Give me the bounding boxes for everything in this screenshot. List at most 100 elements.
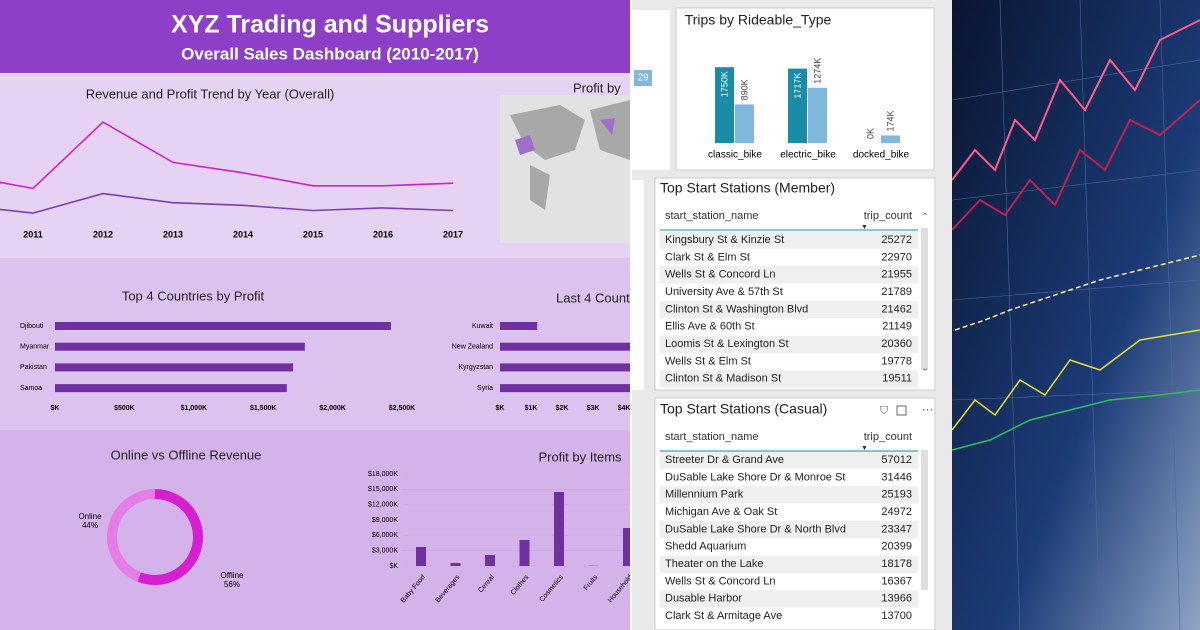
cell: 19778 (881, 355, 912, 367)
more-icon[interactable]: ⋯ (922, 404, 933, 416)
bar (450, 562, 461, 566)
photo-line (952, 389, 1200, 451)
y-tick-label: $6,000K (372, 532, 398, 539)
x-tick-label: $3K (587, 405, 600, 412)
chart-title: Last 4 Countries by Profit (556, 290, 702, 305)
bar (881, 135, 900, 143)
x-tick-label: 2012 (93, 229, 113, 239)
scrollbar[interactable] (921, 450, 928, 590)
x-tick-label: 2016 (373, 229, 393, 239)
slice-label: Online (78, 512, 102, 521)
cell: 20360 (881, 338, 912, 350)
cell: 21789 (881, 286, 912, 298)
chart-title: Revenue and Profit Trend by Year (Overal… (86, 86, 335, 101)
y-tick-label: $K (389, 563, 398, 570)
chart-title: Online vs Offline Revenue (111, 447, 262, 462)
cell: Loomis St & Lexington St (665, 338, 789, 350)
sort-arrow: ▼ (861, 445, 868, 452)
scroll-down[interactable]: ⌄ (921, 362, 929, 372)
cell: Kingsbury St & Kinzie St (665, 234, 784, 246)
bar (55, 342, 305, 351)
cell: Streeter Dr & Grand Ave (665, 454, 784, 466)
focus-icon[interactable] (896, 405, 907, 416)
cell: 18178 (881, 558, 912, 570)
data-label: 0K (865, 128, 875, 139)
y-tick-label: $15,000K (368, 486, 398, 493)
bar (735, 104, 754, 143)
x-tick-label: 2013 (163, 229, 183, 239)
row-stripe (660, 370, 918, 388)
x-tick-label: $500K (114, 405, 135, 412)
stock-photo (952, 0, 1200, 630)
chart-title: Trips by Rideable_Type (685, 12, 832, 28)
cell: Millennium Park (665, 489, 744, 501)
scrollbar[interactable] (921, 228, 928, 370)
sort-arrow: ▼ (861, 224, 868, 231)
cell: Wells St & Concord Ln (665, 269, 775, 281)
bar (55, 384, 287, 393)
photo-line (952, 329, 1200, 431)
x-tick-label: $2,000K (319, 405, 345, 412)
card-chip (634, 70, 652, 86)
category-label: Pakistan (20, 364, 47, 371)
cell: 23347 (881, 523, 912, 535)
cell: 31446 (881, 471, 912, 483)
donut-slice (137, 489, 203, 585)
bar (519, 539, 530, 566)
column-header: trip_count (864, 210, 912, 222)
cell: 57012 (881, 454, 912, 466)
y-tick-label: $9,000K (372, 517, 398, 524)
photo-line (952, 99, 1200, 231)
photo-bg (952, 0, 1200, 630)
cell: 13966 (881, 593, 912, 605)
map-land (510, 100, 630, 210)
bar (715, 67, 734, 143)
y-tick-label: $18,000K (368, 471, 398, 478)
slice-label: Offline (221, 571, 245, 580)
category-label: Samoa (20, 385, 42, 392)
map-highlight (515, 118, 615, 155)
data-label: 890K (739, 79, 749, 100)
cell: Clinton St & Washington Blvd (665, 303, 808, 315)
sales-dashboard: XYZ Trading and Suppliers Overall Sales … (0, 0, 702, 630)
x-tick-label: electric_bike (780, 150, 836, 161)
cell: DuSable Lake Shore Dr & Monroe St (665, 471, 845, 483)
scroll-up[interactable]: ⌃ (921, 211, 929, 221)
bar (500, 342, 630, 351)
y-tick-label: $3,000K (372, 548, 398, 555)
data-label: 174K (885, 110, 895, 131)
photo-line (954, 254, 1200, 331)
bar (623, 528, 630, 566)
cell: 13700 (881, 610, 912, 622)
series-line (0, 121, 454, 190)
cell: Wells St & Elm St (665, 355, 751, 367)
cell: 16367 (881, 575, 912, 587)
table-title: Top Start Stations (Casual) (660, 401, 827, 417)
bar (485, 555, 495, 566)
x-tick-label: classic_bike (708, 150, 762, 161)
slice-value: 56% (224, 580, 240, 589)
slice-value: 44% (82, 521, 98, 530)
cell: Ellis Ave & 60th St (665, 321, 755, 333)
bar (416, 547, 426, 566)
x-tick-label: docked_bike (853, 150, 910, 161)
category-label: Kyrgyzstan (458, 364, 493, 371)
filter-icon[interactable]: ⛉ (880, 405, 889, 417)
x-tick-label: $1K (525, 405, 538, 412)
cell: Clark St & Elm St (665, 251, 750, 263)
cell: 22970 (881, 251, 912, 263)
title: XYZ Trading and Suppliers (171, 11, 489, 39)
card (654, 177, 936, 391)
bike-dashboard: 29 ⌃ ⌄ ⛉ ⋯ Trips by Rideable_Typeclassic… (632, 0, 952, 630)
bar (554, 491, 564, 566)
cell: Dusable Harbor (665, 593, 742, 605)
row-stripe (660, 231, 918, 249)
donut-slice (106, 489, 155, 582)
cell: Wells St & Concord Ln (665, 575, 775, 587)
row-stripe (660, 451, 918, 469)
cell: 21955 (881, 269, 912, 281)
category-label: Djibouti (20, 323, 44, 330)
y-tick-label: $12,000K (368, 502, 398, 509)
header (0, 0, 630, 73)
